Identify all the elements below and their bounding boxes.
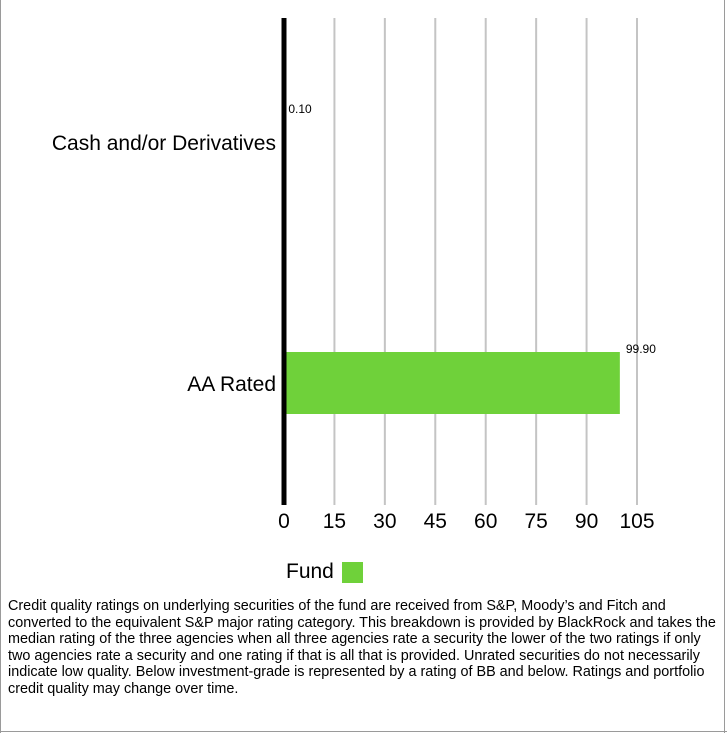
bar-1 — [284, 352, 620, 414]
value-label-1: 99.90 — [626, 342, 656, 356]
legend-label-fund: Fund — [286, 560, 334, 583]
tick-label-30: 30 — [373, 510, 396, 533]
category-label-0: Cash and/or Derivatives — [52, 132, 276, 155]
tick-label-0: 0 — [278, 510, 290, 533]
category-label-1: AA Rated — [187, 373, 276, 396]
credit-quality-footnote: Credit quality ratings on underlying sec… — [8, 598, 716, 697]
credit-quality-bar-chart: 0.10 99.90 Cash and/or Derivatives AA Rated… — [52, 18, 656, 533]
tick-label-105: 105 — [619, 510, 654, 533]
legend-swatch-fund — [341, 561, 363, 583]
chart-legend: Fund — [286, 560, 363, 584]
tick-label-75: 75 — [524, 510, 547, 533]
tick-label-45: 45 — [424, 510, 447, 533]
tick-label-90: 90 — [575, 510, 598, 533]
frame-bottom-border — [0, 731, 727, 732]
tick-label-15: 15 — [323, 510, 346, 533]
tick-label-60: 60 — [474, 510, 497, 533]
value-label-0: 0.10 — [288, 102, 312, 116]
